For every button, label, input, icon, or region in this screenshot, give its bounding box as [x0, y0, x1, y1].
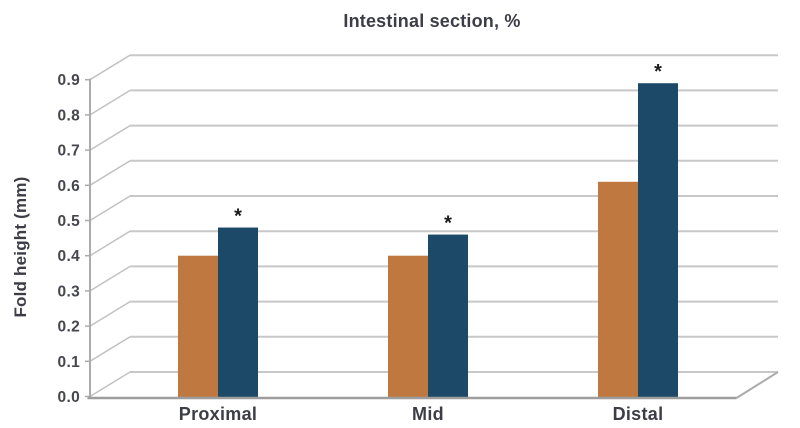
y-tick-label-0.1: 0.1: [58, 354, 81, 371]
depth-diagonal-0.1: [89, 336, 131, 362]
y-tick-label-0.6: 0.6: [58, 178, 81, 195]
y-tick-label-0.8: 0.8: [58, 107, 81, 124]
y-tick-label-0.0: 0.0: [58, 389, 80, 406]
depth-diagonal-0.5: [89, 195, 131, 222]
y-tick-label-0.2: 0.2: [58, 319, 80, 336]
depth-diagonal-0.7: [89, 124, 131, 151]
depth-diagonal-0.6: [89, 160, 131, 186]
depth-diagonal-0.0: [89, 371, 131, 398]
significance-marker-distal: *: [654, 61, 662, 83]
chart-title: Intestinal section, %: [343, 11, 521, 31]
y-tick-label-0.7: 0.7: [58, 143, 80, 160]
x-category-label-proximal: Proximal: [179, 404, 257, 424]
depth-diagonal-0.9: [89, 54, 131, 81]
depth-diagonal-0.4: [89, 230, 131, 257]
depth-diagonal-0.8: [89, 89, 131, 116]
x-category-label-distal: Distal: [613, 404, 664, 424]
y-tick-label-0.5: 0.5: [58, 213, 81, 230]
bar-proximal-series-1-orange: [178, 255, 218, 398]
bar-mid-series-1-orange: [388, 255, 428, 398]
y-tick-label-0.3: 0.3: [58, 283, 81, 300]
bar-mid-series-2-blue: [428, 234, 468, 398]
depth-diagonal-0.2: [89, 300, 131, 327]
y-tick-label-0.9: 0.9: [58, 72, 81, 89]
significance-marker-mid: *: [444, 213, 452, 235]
bar-distal-series-1-orange: [598, 181, 638, 398]
x-category-label-mid: Mid: [412, 404, 444, 424]
bar-distal-series-2-blue: [638, 83, 678, 398]
floor-right-diagonal: [735, 371, 779, 399]
significance-marker-proximal: *: [234, 206, 242, 228]
depth-diagonal-0.3: [89, 265, 131, 292]
bar-proximal-series-2-blue: [218, 227, 258, 398]
y-tick-label-0.4: 0.4: [58, 248, 81, 265]
